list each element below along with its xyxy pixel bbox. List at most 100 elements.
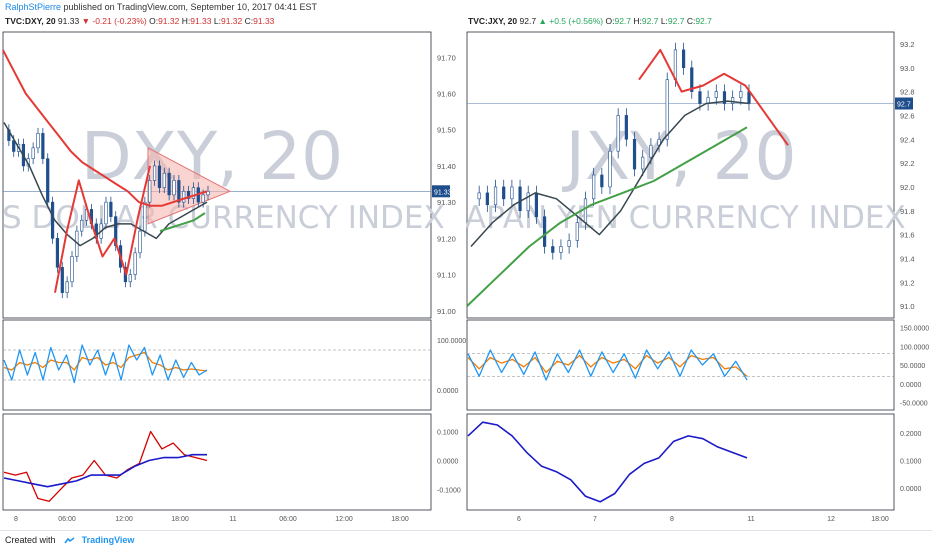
left-candle-body (128, 274, 132, 283)
dxy-chart[interactable]: DXY, 20 US DOLLAR CURRENCY INDEX 91.70 91.6… (0, 14, 466, 529)
right-stoch-tick: 0.0000 (900, 382, 922, 389)
left-price-tag (432, 185, 450, 198)
left-time-tick: 11 (229, 516, 236, 523)
right-price-tag (895, 97, 913, 110)
right-candle-body (673, 49, 678, 80)
right-time-tick: 11 (747, 516, 754, 523)
left-candle-body (31, 147, 35, 160)
left-price-tick: 91.70 (437, 53, 456, 62)
right-candle-body (608, 150, 612, 188)
right-candle-body (518, 186, 522, 212)
left-stoch-k-line (3, 344, 208, 384)
left-candle-body (177, 180, 181, 203)
left-candle-body (133, 252, 137, 275)
jxy-low: 92.7 (667, 16, 685, 26)
left-price-tick: 91.10 (437, 271, 456, 280)
right-time-tick: 12 (827, 516, 835, 523)
right-price-tick: 91.6 (900, 231, 915, 240)
jxy-symbol[interactable]: TVC:JXY, 20 (468, 16, 518, 26)
right-candle-body (649, 144, 653, 158)
right-candle-body (616, 115, 620, 152)
right-stoch-d-line (467, 354, 748, 377)
left-candle-body (12, 140, 16, 152)
left-stoch-pane (2, 319, 432, 411)
right-price-tick: 92.8 (900, 88, 915, 97)
jxy-chart-canvas[interactable]: JXY, 20 JAPAN YEN CURRENCY INDEX 93.2 93.0 9… (466, 14, 932, 529)
left-price-tick: 91.30 (437, 198, 456, 207)
left-time-tick: 06:00 (279, 516, 297, 523)
left-candle-body (182, 190, 186, 203)
right-candle-body (739, 91, 743, 98)
right-price-tick: 92.2 (900, 159, 915, 168)
right-price-tag-text: 92.7 (897, 102, 911, 109)
left-moving-average (3, 122, 208, 247)
dxy-last: 91.33 (57, 16, 80, 26)
right-price-tick: 93.0 (900, 64, 915, 73)
author-link[interactable]: RalphStPierre (5, 2, 62, 12)
right-stoch-tick: 100.0000 (900, 344, 929, 351)
right-stoch-tick: 50.0000 (900, 363, 925, 370)
jxy-close: 92.7 (695, 16, 712, 26)
down-arrow-icon: ▼ (81, 16, 90, 26)
jxy-chart[interactable]: JXY, 20 JAPAN YEN CURRENCY INDEX 93.2 93.0 9… (466, 14, 932, 529)
left-time-tick: 12:00 (335, 516, 353, 523)
right-main-pane (466, 31, 895, 319)
right-macd-tick: 0.1000 (900, 459, 922, 466)
left-macd-tick: 0.0000 (437, 459, 459, 466)
right-candle-body (665, 79, 669, 140)
left-candle-body (60, 267, 64, 293)
left-price-tick: 91.00 (437, 307, 456, 316)
left-macd-tick: 0.1000 (437, 429, 459, 436)
right-macd-tick: 0.0000 (900, 486, 922, 493)
dxy-symbol[interactable]: TVC:DXY, 20 (5, 16, 56, 26)
right-candle-body (477, 192, 481, 200)
right-price-tick: 93.2 (900, 40, 915, 49)
left-candle-body (148, 180, 152, 203)
right-stoch-pane (466, 319, 895, 411)
left-time-tick: 18:00 (171, 516, 189, 523)
left-price-tick: 91.20 (437, 234, 456, 243)
right-candle-body (641, 156, 645, 170)
left-watermark-subtitle: US DOLLAR CURRENCY INDEX (0, 200, 445, 236)
open-key: O: (605, 16, 615, 26)
left-price-tick: 91.60 (437, 90, 456, 99)
right-moving-average (638, 48, 789, 146)
right-price-tick: 91.2 (900, 278, 915, 287)
left-candle-body (36, 133, 40, 149)
left-candle-body (109, 201, 113, 217)
high-key: H: (633, 16, 642, 26)
right-time-tick: 18:00 (871, 516, 889, 523)
right-candle-body (567, 240, 571, 247)
up-arrow-icon: ▲ (538, 16, 547, 26)
jxy-last: 92.7 (519, 16, 537, 26)
left-candle-body (70, 256, 74, 283)
left-time-tick: 18:00 (391, 516, 409, 523)
jxy-open: 92.7 (614, 16, 632, 26)
dxy-close: 91.33 (253, 16, 275, 26)
right-time-tick: 8 (670, 516, 674, 523)
tradingview-cloud-icon (64, 537, 75, 544)
right-candle-body (731, 97, 735, 104)
triangle-pattern (147, 147, 232, 225)
left-candle-body (50, 201, 55, 239)
dxy-high: 91.33 (190, 16, 212, 26)
right-candle-body (542, 216, 547, 247)
left-stoch-tick: 100.0000 (437, 338, 466, 345)
left-macd-pane (2, 413, 432, 511)
left-candle-body (157, 165, 162, 188)
left-time-tick: 06:00 (58, 516, 76, 523)
jxy-change: +0.5 (+0.56%) (549, 16, 604, 26)
tradingview-link[interactable]: TradingView (81, 535, 135, 545)
right-candle-body (493, 186, 498, 206)
left-candle-body (206, 190, 210, 196)
high-key: H: (181, 16, 191, 26)
right-stoch-tick: 150.0000 (900, 326, 929, 333)
left-candle-body (80, 219, 84, 232)
dxy-open: 91.32 (158, 16, 180, 26)
right-price-tick: 92.0 (900, 183, 915, 192)
left-macd-line (3, 430, 208, 502)
right-candle-body (600, 174, 604, 188)
left-time-tick: 8 (14, 516, 18, 523)
right-price-tick: 91.8 (900, 207, 915, 216)
